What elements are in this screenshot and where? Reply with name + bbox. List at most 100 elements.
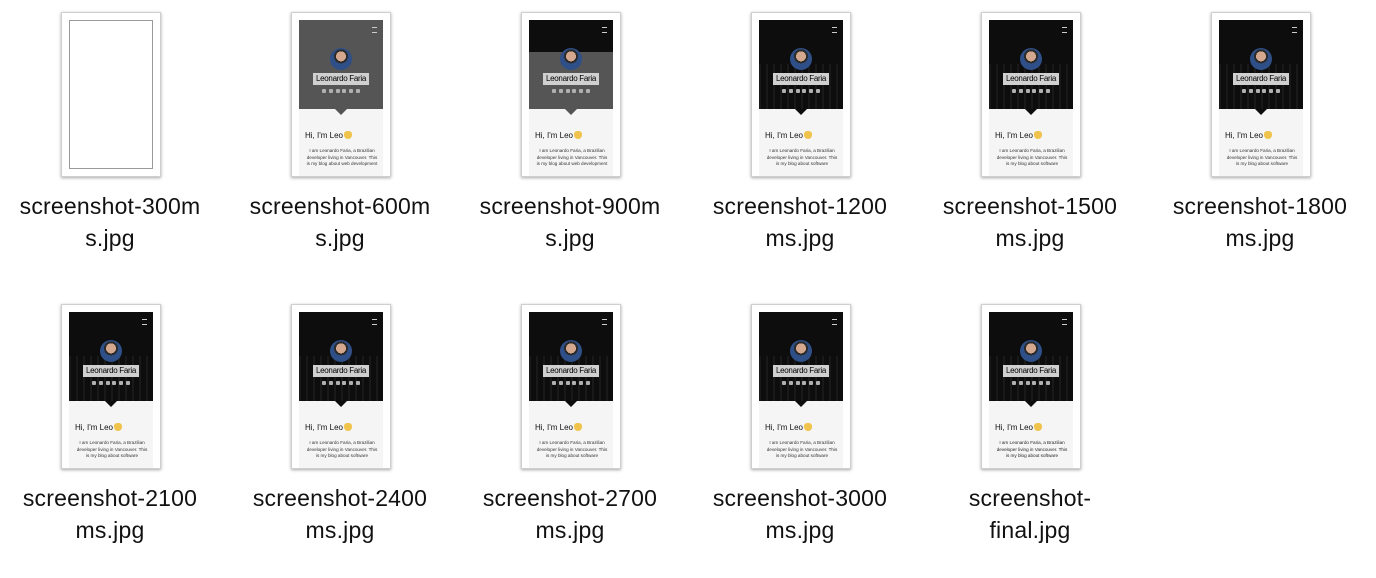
hero-pointer	[565, 401, 577, 407]
city-background	[989, 356, 1073, 401]
file-name-line1: screenshot-1200	[712, 193, 888, 219]
file-thumbnail[interactable]: Leonardo Faria Hi, I'm Leo I am Leonardo F…	[1150, 0, 1370, 180]
intro-text: I am Leonardo Faria, a Brazilian develop…	[1226, 148, 1298, 167]
greeting: Hi, I'm Leo	[765, 131, 812, 140]
social-icons	[1012, 89, 1050, 94]
github-icon	[558, 381, 563, 385]
file-item[interactable]: Leonardo Faria Hi, I'm Leo I am Leonardo F…	[0, 292, 220, 543]
hamburger-menu-icon	[142, 319, 147, 325]
site-name: Leonardo Faria	[773, 73, 829, 85]
avatar	[790, 340, 812, 362]
hamburger-menu-icon	[1062, 319, 1067, 325]
file-item[interactable]: Leonardo Faria Hi, I'm Leo I am Leonardo F…	[690, 0, 910, 251]
file-name: screenshot-final.jpg	[920, 482, 1140, 546]
email-icon	[579, 381, 584, 385]
github-icon	[788, 89, 793, 93]
social-icons	[552, 89, 590, 94]
file-item[interactable]: Leonardo Faria Hi, I'm Leo I am Leonardo F…	[920, 0, 1140, 251]
file-name: screenshot-3000 ms.jpg	[690, 482, 910, 546]
site-name: Leonardo Faria	[1233, 73, 1289, 85]
rss-icon	[355, 381, 360, 385]
file-item[interactable]: Leonardo Faria Hi, I'm Leo I am Leonardo F…	[690, 292, 910, 543]
file-thumbnail[interactable]: Leonardo Faria Hi, I'm Leo I am Leonardo F…	[920, 292, 1140, 472]
linkedin-icon	[1032, 89, 1037, 93]
twitter-icon	[92, 381, 96, 385]
file-thumbnail[interactable]: Leonardo Faria Hi, I'm Leo I am Leonardo F…	[690, 0, 910, 180]
intro-text: I am Leonardo Faria, a Brazilian develop…	[766, 440, 838, 459]
greeting-text: Hi, I'm Leo	[305, 131, 343, 140]
greeting: Hi, I'm Leo	[765, 423, 812, 432]
greeting-text: Hi, I'm Leo	[305, 423, 343, 432]
file-item[interactable]: Leonardo Faria Hi, I'm Leo I am Leonardo F…	[460, 0, 680, 251]
waving-hand-icon	[1263, 131, 1272, 139]
hamburger-menu-icon	[1062, 27, 1067, 33]
file-thumbnail[interactable]: Leonardo Faria Hi, I'm Leo I am Leonardo F…	[460, 0, 680, 180]
page-preview: Leonardo Faria Hi, I'm Leo I am Leonardo F…	[299, 20, 383, 176]
social-icons	[92, 381, 130, 386]
waving-hand-icon	[1033, 131, 1042, 139]
social-icons	[322, 89, 360, 94]
thumbnail-frame: Leonardo Faria Hi, I'm Leo I am Leonardo F…	[291, 12, 391, 177]
file-name: screenshot-1200 ms.jpg	[690, 190, 910, 254]
file-item[interactable]: screenshot-300m s.jpg	[0, 0, 220, 251]
github-icon	[328, 381, 333, 385]
file-item[interactable]: Leonardo Faria Hi, I'm Leo I am Leonardo F…	[230, 0, 450, 251]
greeting: Hi, I'm Leo	[1225, 131, 1272, 140]
file-name-line2: s.jpg	[545, 225, 595, 251]
file-thumbnail[interactable]: Leonardo Faria Hi, I'm Leo I am Leonardo F…	[230, 0, 450, 180]
twitter-icon	[552, 381, 556, 385]
file-item[interactable]: Leonardo Faria Hi, I'm Leo I am Leonardo F…	[920, 292, 1140, 543]
thumbnail-frame: Leonardo Faria Hi, I'm Leo I am Leonardo F…	[981, 304, 1081, 469]
rss-icon	[585, 381, 590, 385]
file-name-line1: screenshot-2700	[482, 485, 658, 511]
file-thumbnail[interactable]: Leonardo Faria Hi, I'm Leo I am Leonardo F…	[230, 292, 450, 472]
linkedin-icon	[572, 381, 577, 385]
social-icons	[322, 381, 360, 386]
city-background	[69, 356, 153, 401]
intro-text: I am Leonardo Faria, a Brazilian develop…	[536, 440, 608, 459]
hero-section: Leonardo Faria	[299, 312, 383, 401]
intro-text: I am Leonardo Faria, a Brazilian develop…	[996, 440, 1068, 459]
hero-pointer	[1025, 401, 1037, 407]
file-item[interactable]: Leonardo Faria Hi, I'm Leo I am Leonardo F…	[1150, 0, 1370, 251]
rss-icon	[1045, 89, 1050, 93]
greeting: Hi, I'm Leo	[995, 131, 1042, 140]
email-icon	[349, 89, 354, 93]
greeting-text: Hi, I'm Leo	[765, 423, 803, 432]
file-name-line2: s.jpg	[85, 225, 135, 251]
hero-section: Leonardo Faria	[759, 312, 843, 401]
file-name-line2: ms.jpg	[765, 517, 835, 543]
site-name: Leonardo Faria	[1003, 73, 1059, 85]
instagram-icon	[1255, 89, 1260, 93]
hero-pointer	[1025, 109, 1037, 115]
greeting-text: Hi, I'm Leo	[995, 131, 1033, 140]
social-icons	[782, 89, 820, 94]
social-icons	[1242, 89, 1280, 94]
file-name-line1: screenshot-300m	[19, 193, 201, 219]
file-item[interactable]: Leonardo Faria Hi, I'm Leo I am Leonardo F…	[230, 292, 450, 543]
waving-hand-icon	[803, 131, 812, 139]
greeting: Hi, I'm Leo	[535, 423, 582, 432]
page-preview: Leonardo Faria Hi, I'm Leo I am Leonardo F…	[69, 312, 153, 468]
greeting-text: Hi, I'm Leo	[765, 131, 803, 140]
page-preview: Leonardo Faria Hi, I'm Leo I am Leonardo F…	[759, 20, 843, 176]
file-name-line1: screenshot-	[968, 485, 1092, 511]
twitter-icon	[322, 89, 326, 93]
file-thumbnail[interactable]: Leonardo Faria Hi, I'm Leo I am Leonardo F…	[920, 0, 1140, 180]
file-thumbnail[interactable]: Leonardo Faria Hi, I'm Leo I am Leonardo F…	[460, 292, 680, 472]
site-name: Leonardo Faria	[543, 365, 599, 377]
email-icon	[1269, 89, 1274, 93]
instagram-icon	[795, 89, 800, 93]
hero-section: Leonardo Faria	[989, 312, 1073, 401]
hero-section: Leonardo Faria	[299, 20, 383, 109]
file-thumbnail[interactable]: Leonardo Faria Hi, I'm Leo I am Leonardo F…	[690, 292, 910, 472]
intro-text: I am Leonardo Faria, a Brazilian develop…	[766, 148, 838, 167]
instagram-icon	[1025, 381, 1030, 385]
file-thumbnail[interactable]: Leonardo Faria Hi, I'm Leo I am Leonardo F…	[0, 292, 220, 472]
file-name-line1: screenshot-900m	[479, 193, 661, 219]
file-thumbnail[interactable]	[0, 0, 220, 180]
hamburger-menu-icon	[602, 319, 607, 325]
waving-hand-icon	[343, 131, 352, 139]
file-item[interactable]: Leonardo Faria Hi, I'm Leo I am Leonardo F…	[460, 292, 680, 543]
file-name: screenshot-1800 ms.jpg	[1150, 190, 1370, 254]
